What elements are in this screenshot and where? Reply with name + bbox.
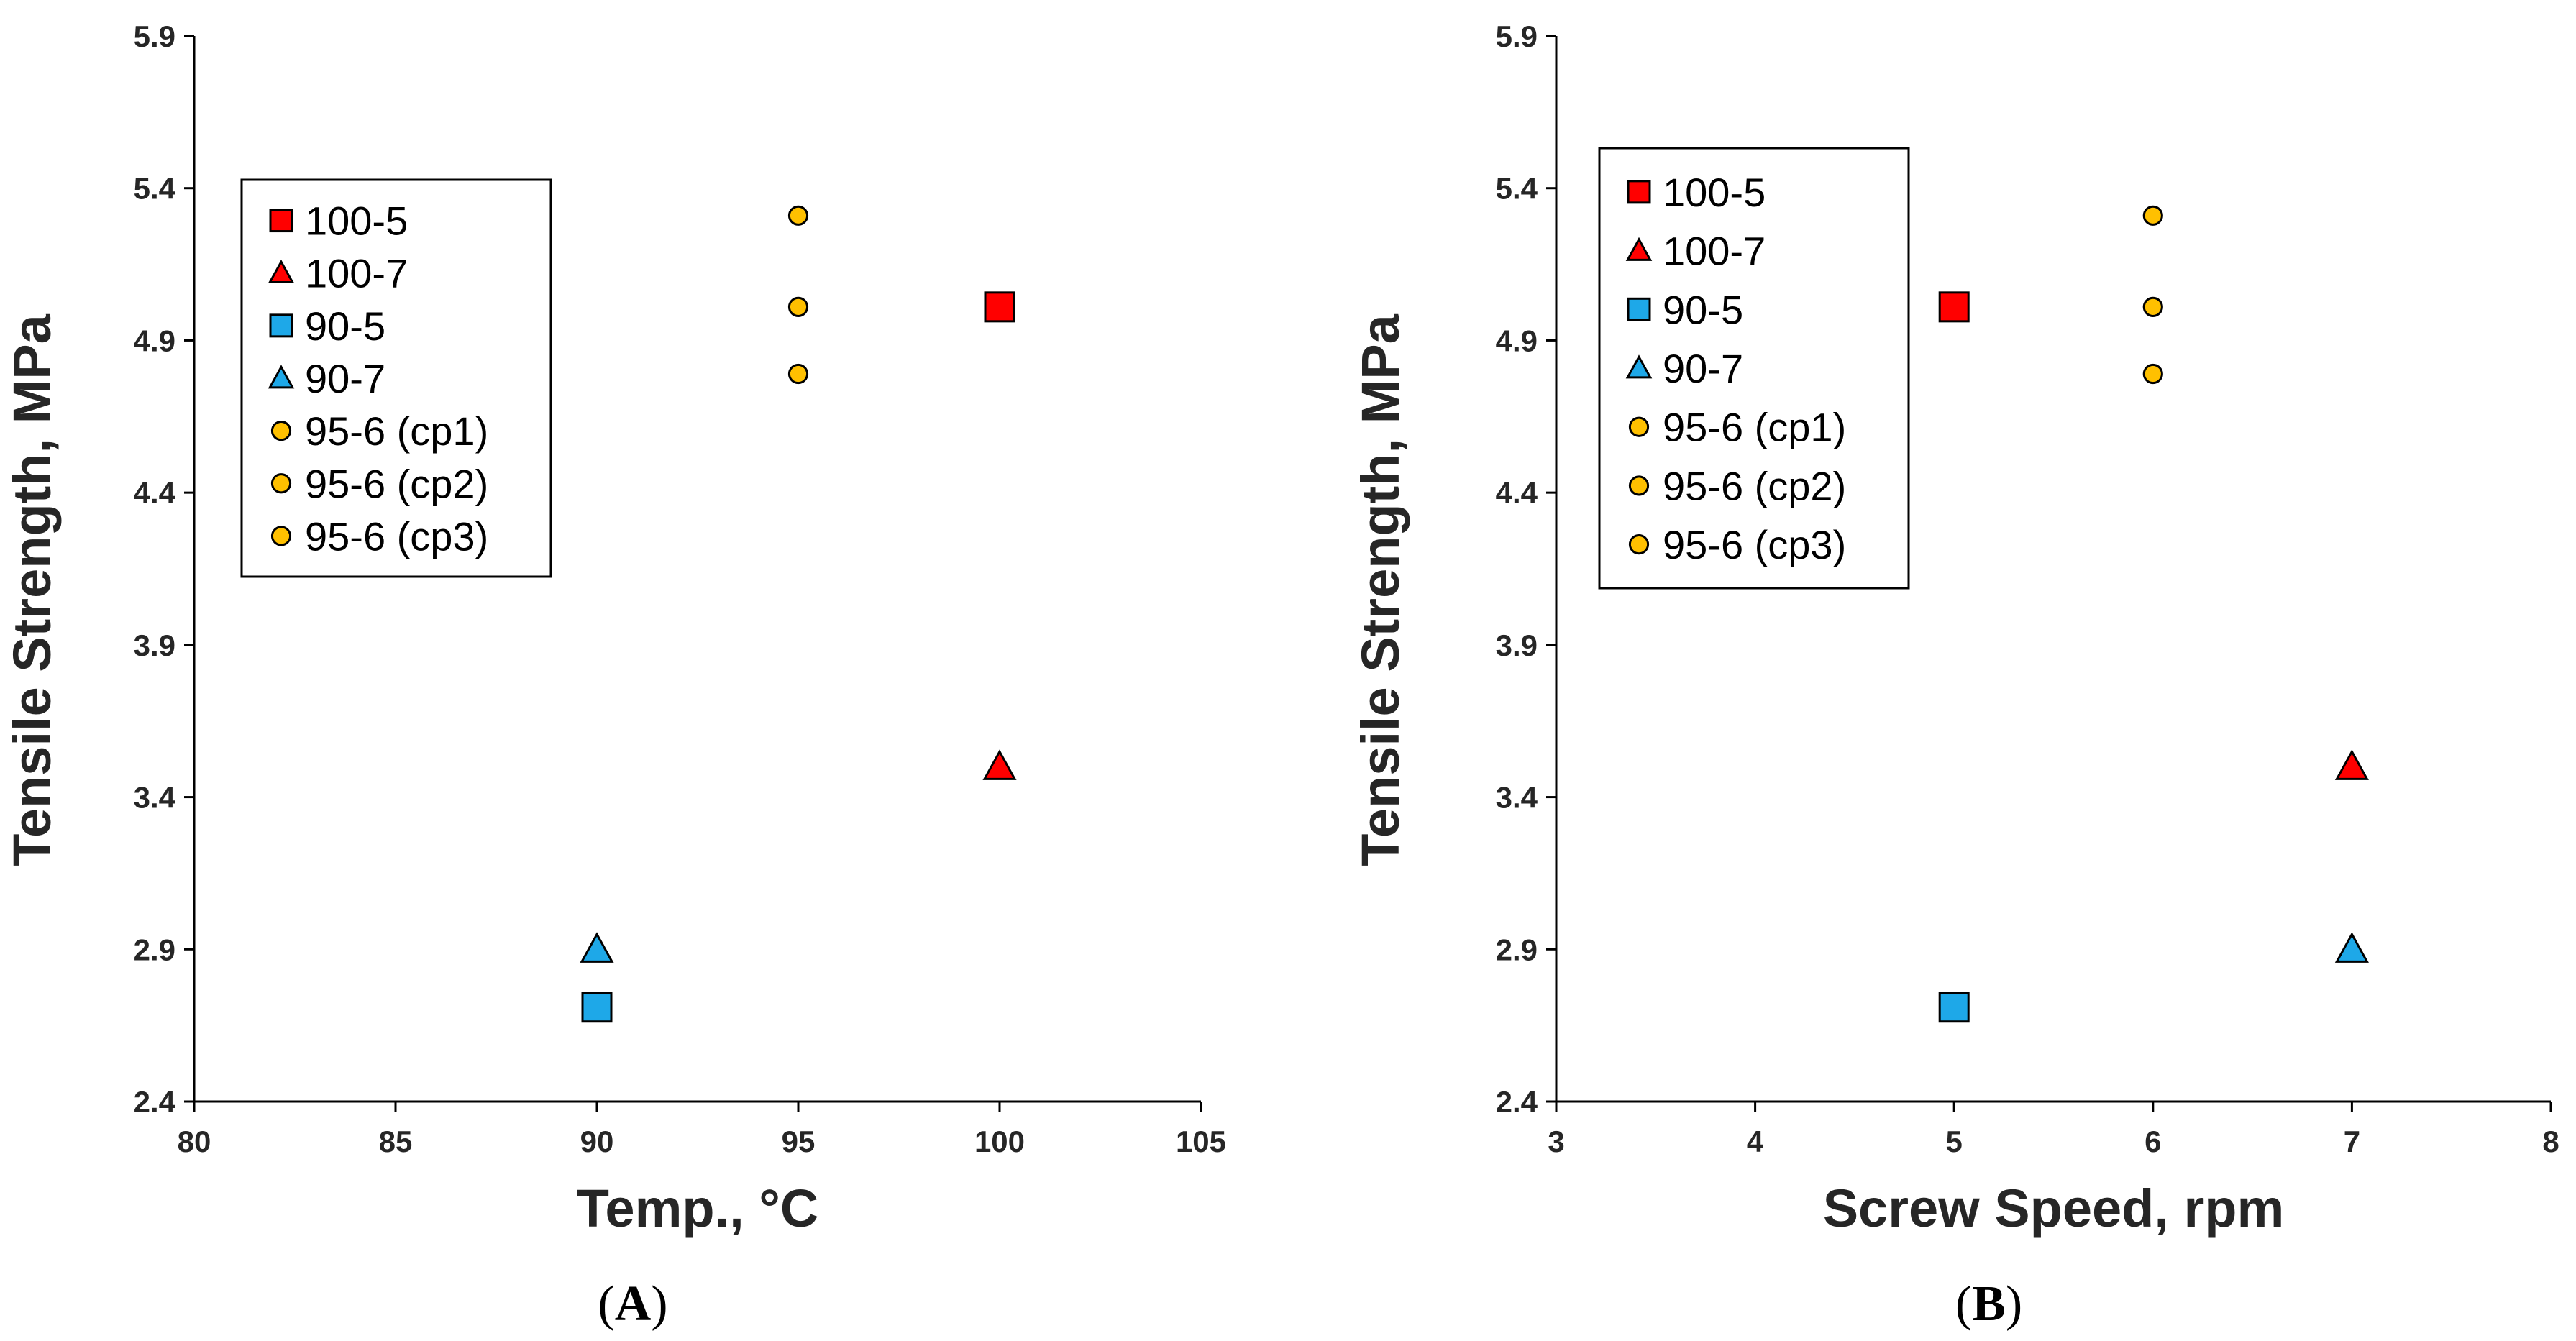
y-axis-title: Tensile Strength, MPa (2, 313, 62, 866)
y-tick-label: 3.9 (134, 628, 175, 662)
data-point-90-5 (1938, 992, 1970, 1023)
x-axis-title: Temp., °C (577, 1178, 819, 1238)
legend-marker (269, 209, 293, 233)
legend-marker (1628, 475, 1650, 496)
data-point-90-5 (581, 992, 613, 1023)
legend-entry: 95-6 (cp1) (305, 408, 488, 454)
data-point-95-6-cp2 (787, 296, 809, 317)
legend-marker (1628, 534, 1650, 555)
panel-label: (A) (598, 1276, 667, 1332)
data-point-90-7 (2334, 932, 2369, 963)
x-axis-title: Screw Speed, rpm (1823, 1178, 2285, 1238)
y-tick-label: 3.9 (1496, 628, 1538, 662)
x-tick-label: 6 (2145, 1125, 2161, 1158)
y-tick-label: 4.9 (134, 324, 175, 357)
y-axis-title: Tensile Strength, MPa (1351, 313, 1410, 866)
legend-entry: 90-7 (1663, 346, 1743, 391)
legend-entry: 95-6 (cp3) (1663, 522, 1846, 567)
x-tick-label: 80 (178, 1125, 211, 1158)
x-tick-label: 4 (1747, 1125, 1764, 1158)
panel-b: 2.4 2.9 3.4 3.9 4.4 4.9 5.4 5.9 3 4 5 6 7 8 Screw Spee… (1351, 19, 2559, 1332)
data-point-90-7 (580, 932, 614, 963)
legend-entry: 95-6 (cp1) (1663, 405, 1846, 450)
legend-entry: 100-5 (1663, 170, 1766, 215)
data-point-100-7 (982, 749, 1017, 780)
legend-entry: 95-6 (cp2) (305, 461, 488, 506)
x-tick-label: 105 (1176, 1125, 1226, 1158)
x-tick-label: 7 (2344, 1125, 2360, 1158)
legend-marker (270, 421, 292, 441)
y-tick-label: 2.9 (134, 933, 175, 966)
x-tick-label: 100 (974, 1125, 1025, 1158)
y-tick-label: 2.4 (1496, 1085, 1538, 1119)
legend-marker (269, 313, 293, 338)
data-point-95-6-cp3 (2142, 363, 2163, 385)
x-tick-label: 95 (782, 1125, 816, 1158)
y-tick-label: 5.9 (1496, 19, 1538, 53)
data-point-100-5 (984, 291, 1015, 323)
panel-label: (B) (1955, 1276, 2022, 1332)
data-point-100-7 (2334, 749, 2369, 780)
data-point-95-6-cp2 (2142, 296, 2163, 317)
legend-marker (1625, 354, 1653, 379)
legend-entry: 90-5 (305, 303, 385, 349)
data-point-95-6-cp1 (787, 205, 809, 226)
legend-entry: 100-7 (1663, 229, 1766, 274)
y-tick-label: 2.9 (1496, 933, 1538, 966)
legend-entry: 95-6 (cp3) (305, 513, 488, 559)
y-tick-label: 5.4 (134, 172, 176, 206)
legend-marker (270, 473, 292, 494)
panel-a: 2.4 2.9 3.4 3.9 4.4 4.9 5.4 5.9 80 85 90 95 100 105 Te… (2, 19, 1226, 1332)
legend-marker (268, 365, 295, 389)
data-point-95-6-cp3 (787, 363, 809, 385)
data-point-95-6-cp1 (2142, 205, 2163, 226)
y-tick-label: 2.4 (134, 1085, 176, 1119)
legend-marker (268, 259, 295, 284)
legend-entry: 90-5 (1663, 287, 1743, 332)
x-tick-label: 5 (1946, 1125, 1963, 1158)
y-tick-label: 5.4 (1496, 172, 1538, 206)
legend-marker (270, 526, 292, 546)
y-tick-label: 5.9 (134, 19, 175, 53)
legend: 100-5 100-7 90-5 90-7 95-6 (cp1) 95-6 (cp2) 95… (1598, 147, 1910, 590)
legend-box (240, 178, 552, 578)
legend-marker (1628, 416, 1650, 437)
legend-marker (1625, 237, 1653, 261)
legend-marker (1627, 180, 1651, 204)
y-tick-label: 4.4 (134, 476, 176, 510)
y-tick-label: 4.9 (1496, 324, 1538, 357)
y-tick-label: 3.4 (134, 781, 176, 815)
legend-entry: 100-7 (305, 251, 408, 296)
legend-box (1598, 147, 1910, 590)
legend: 100-5 100-7 90-5 90-7 95-6 (cp1) 95-6 (cp2) 95… (240, 178, 552, 578)
legend-entry: 90-7 (305, 356, 385, 401)
y-tick-label: 4.4 (1496, 476, 1538, 510)
legend-entry: 95-6 (cp2) (1663, 463, 1846, 508)
x-tick-label: 3 (1548, 1125, 1564, 1158)
x-tick-label: 90 (580, 1125, 614, 1158)
x-tick-label: 85 (379, 1125, 413, 1158)
data-point-100-5 (1938, 291, 1970, 323)
x-tick-label: 8 (2542, 1125, 2559, 1158)
legend-entry: 100-5 (305, 198, 408, 244)
legend-marker (1627, 297, 1651, 321)
y-tick-label: 3.4 (1496, 781, 1538, 815)
